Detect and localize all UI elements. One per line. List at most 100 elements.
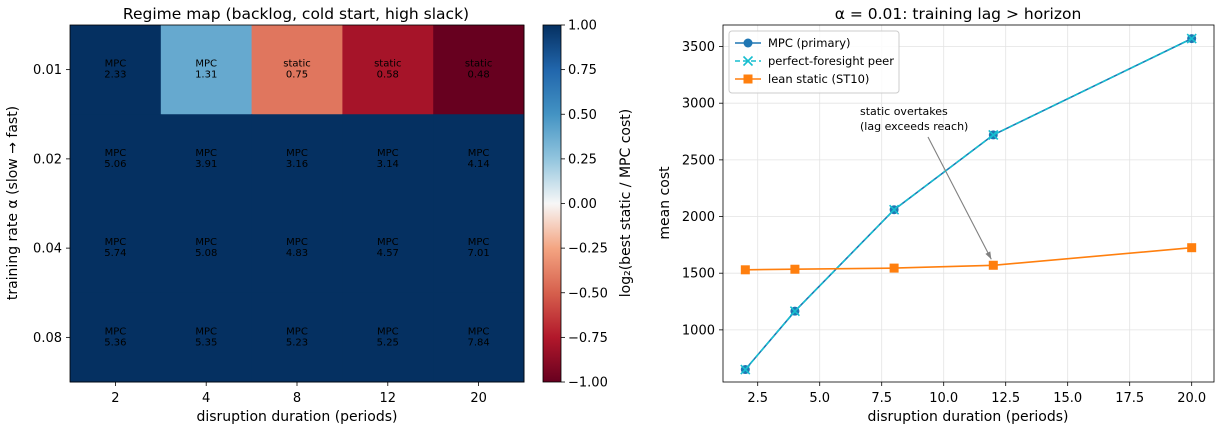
heatmap-cell <box>251 292 343 383</box>
annotation-line-2: (lag exceeds reach) <box>860 120 968 133</box>
y-tick-label: 1500 <box>682 267 715 282</box>
heatmap-cell <box>70 292 162 383</box>
heatmap-y-axis-label: training rate α (slow → fast) <box>5 106 21 300</box>
series-2 <box>740 243 1197 275</box>
heatmap-x-axis-label: disruption duration (periods) <box>196 409 397 425</box>
heatmap-cell <box>342 25 434 115</box>
line-chart-y-ticks: 1000 1500 2000 2500 3000 3500 <box>682 40 723 338</box>
y-tick-label: 2000 <box>682 210 715 225</box>
colorbar-tick-label: −0.50 <box>568 286 608 301</box>
cell-value-label: 7.84 <box>467 337 489 348</box>
cell-value-label: 5.08 <box>195 248 217 259</box>
colorbar-tick-label: −0.25 <box>568 242 608 257</box>
annotation-arrow <box>927 136 992 260</box>
cell-regime-label: MPC <box>286 237 308 248</box>
cell-value-label: 0.58 <box>377 70 399 81</box>
y-tick-label: 0.08 <box>33 331 62 346</box>
line-chart-annotation: static overtakes (lag exceeds reach) <box>860 105 992 260</box>
cell-value-label: 0.48 <box>467 70 489 81</box>
colorbar-label: log₂(best static / MPC cost) <box>618 109 634 297</box>
heatmap-cell <box>251 25 343 115</box>
line-chart-y-axis-label: mean cost <box>657 166 673 240</box>
cell-value-label: 4.14 <box>467 159 489 170</box>
cell-value-label: 3.16 <box>286 159 308 170</box>
cell-value-label: 0.75 <box>286 70 308 81</box>
heatmap-cell <box>433 114 525 204</box>
data-point <box>988 129 999 140</box>
y-tick-label: 3500 <box>682 40 715 55</box>
heatmap-cell <box>70 25 162 115</box>
annotation-arrowhead <box>985 251 992 260</box>
legend-marker <box>742 55 754 67</box>
heatmap-cell <box>342 203 434 294</box>
series-1 <box>740 33 1197 375</box>
line-chart-grid <box>723 25 1214 382</box>
cell-value-label: 1.31 <box>195 70 217 81</box>
x-tick-label: 2.5 <box>747 391 768 406</box>
cell-value-label: 5.74 <box>104 248 126 259</box>
cell-regime-label: MPC <box>377 326 399 337</box>
legend-item: perfect-foresight peer <box>735 54 894 68</box>
line-chart-x-axis-label: disruption duration (periods) <box>867 409 1068 425</box>
legend-label: MPC (primary) <box>768 36 851 50</box>
cell-value-label: 7.01 <box>467 248 489 259</box>
cell-regime-label: static <box>465 59 492 70</box>
x-tick-label: 5.0 <box>809 391 830 406</box>
legend-item: MPC (primary) <box>735 36 851 50</box>
colorbar-ticks: 1.00 0.75 0.50 0.25 0.00 −0.25 −0.50 −0.75 −1.00 <box>561 19 608 391</box>
cell-regime-label: static <box>283 59 310 70</box>
colorbar-tick-label: 0.75 <box>568 63 597 78</box>
cell-value-label: 5.23 <box>286 337 308 348</box>
series-line <box>745 246 1192 271</box>
line-chart-x-ticks: 2.5 5.0 7.5 10.0 12.5 15.0 17.5 20.0 <box>747 382 1206 406</box>
data-point <box>988 260 998 270</box>
line-panel: α = 0.01: training lag > horizon static … <box>657 5 1215 425</box>
heatmap-cell <box>70 114 162 204</box>
heatmap-cell <box>433 292 525 383</box>
x-tick-label: 12.5 <box>991 391 1020 406</box>
heatmap-cell <box>433 203 525 294</box>
data-point <box>889 263 899 273</box>
data-point <box>889 204 900 215</box>
cell-value-label: 5.35 <box>195 337 217 348</box>
heatmap-cell <box>160 292 253 383</box>
x-tick-label: 15.0 <box>1053 391 1082 406</box>
heatmap-title: Regime map (backlog, cold start, high sl… <box>123 5 469 23</box>
heatmap-cell <box>251 114 343 204</box>
x-tick-label: 20.0 <box>1177 391 1206 406</box>
cell-regime-label: MPC <box>468 237 490 248</box>
heatmap-cells: MPC2.33MPC1.31static0.75static0.58static… <box>70 25 525 383</box>
heatmap-cell <box>70 203 162 294</box>
legend-box <box>728 30 900 94</box>
x-tick-label: 20 <box>470 391 487 406</box>
heatmap-cell <box>433 25 525 115</box>
x-tick-label: 7.5 <box>871 391 892 406</box>
cell-regime-label: MPC <box>377 237 399 248</box>
x-tick-label: 10.0 <box>929 391 958 406</box>
heatmap-cell <box>160 25 253 115</box>
colorbar <box>542 24 562 383</box>
cell-regime-label: MPC <box>377 148 399 159</box>
heatmap-cell <box>160 114 253 204</box>
heatmap-panel: Regime map (backlog, cold start, high sl… <box>5 5 634 425</box>
legend-label: perfect-foresight peer <box>768 54 894 68</box>
y-tick-label: 3000 <box>682 97 715 112</box>
y-tick-label: 1000 <box>682 323 715 338</box>
cell-value-label: 4.57 <box>377 248 399 259</box>
line-chart-frame <box>722 24 1215 383</box>
annotation-line-1: static overtakes <box>860 105 948 118</box>
legend-item: lean static (ST10) <box>735 72 869 86</box>
cell-regime-label: MPC <box>195 237 217 248</box>
cell-value-label: 3.91 <box>195 159 217 170</box>
y-tick-label: 0.02 <box>33 152 62 167</box>
cell-regime-label: MPC <box>286 326 308 337</box>
data-point <box>740 364 751 375</box>
legend-marker <box>743 38 753 48</box>
cell-value-label: 4.83 <box>286 248 308 259</box>
heatmap-cell <box>342 114 434 204</box>
data-point <box>1186 33 1197 44</box>
x-tick-label: 2 <box>111 391 119 406</box>
cell-value-label: 5.36 <box>104 337 126 348</box>
cell-regime-label: MPC <box>105 237 127 248</box>
